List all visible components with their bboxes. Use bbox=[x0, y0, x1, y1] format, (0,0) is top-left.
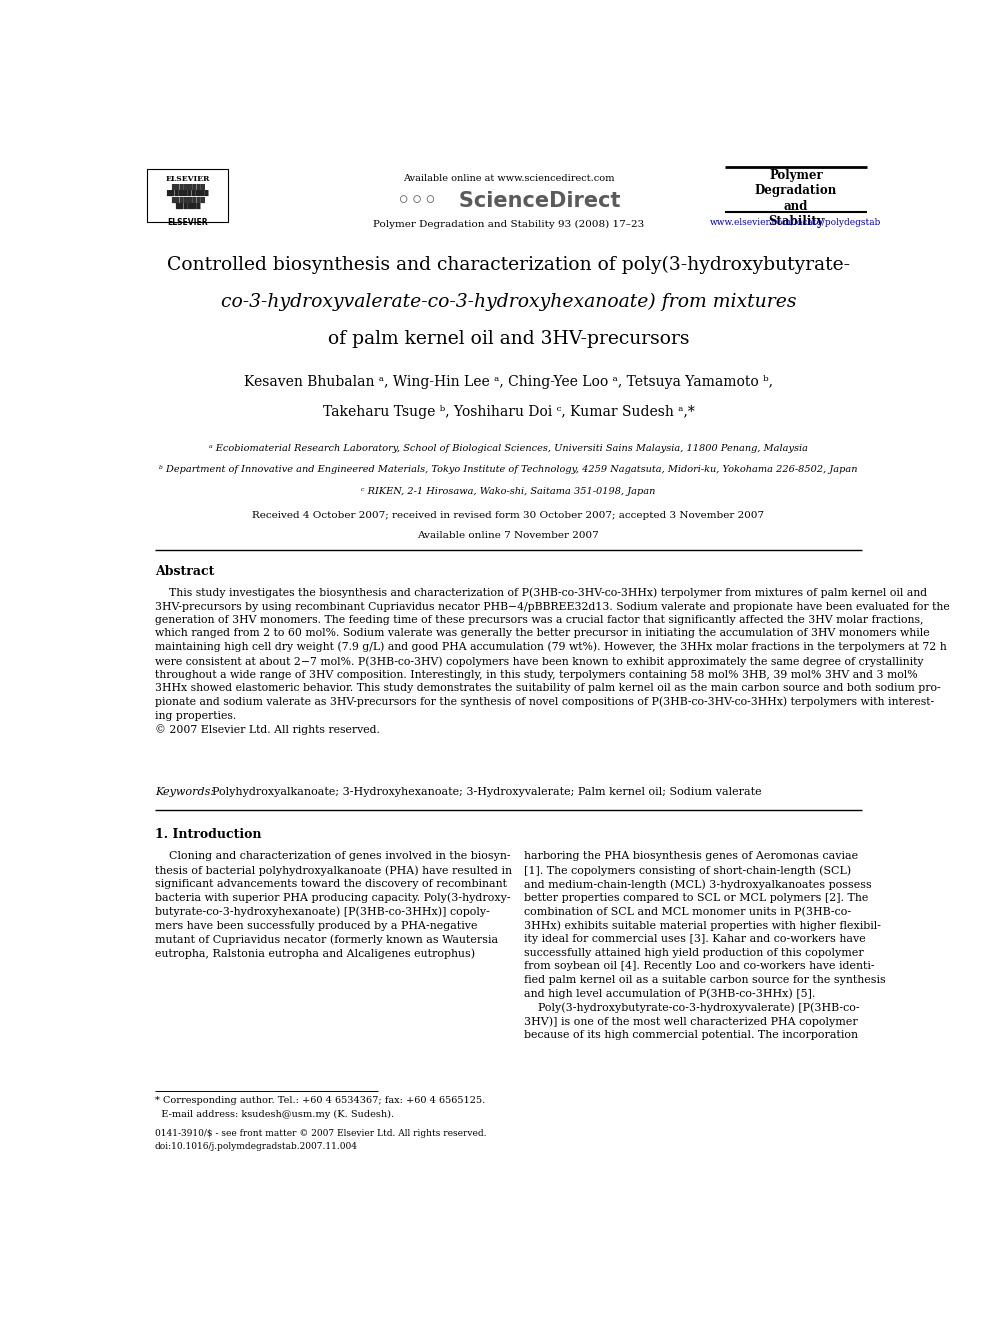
Text: Controlled biosynthesis and characterization of poly(3-hydroxybutyrate-: Controlled biosynthesis and characteriza… bbox=[167, 255, 850, 274]
Text: ◦◦◦   ScienceDirect: ◦◦◦ ScienceDirect bbox=[397, 192, 620, 212]
Text: Takeharu Tsuge ᵇ, Yoshiharu Doi ᶜ, Kumar Sudesh ᵃ,*: Takeharu Tsuge ᵇ, Yoshiharu Doi ᶜ, Kumar… bbox=[322, 405, 694, 419]
Text: Available online at www.sciencedirect.com: Available online at www.sciencedirect.co… bbox=[403, 175, 614, 183]
Text: of palm kernel oil and 3HV-precursors: of palm kernel oil and 3HV-precursors bbox=[327, 329, 689, 348]
Text: ████████: ████████ bbox=[171, 184, 204, 191]
Text: harboring the PHA biosynthesis genes of Aeromonas caviae
[1]. The copolymers con: harboring the PHA biosynthesis genes of … bbox=[524, 852, 886, 1040]
Text: Keywords:: Keywords: bbox=[155, 787, 217, 798]
Text: Cloning and characterization of genes involved in the biosyn-
thesis of bacteria: Cloning and characterization of genes in… bbox=[155, 852, 512, 959]
Text: doi:10.1016/j.polymdegradstab.2007.11.004: doi:10.1016/j.polymdegradstab.2007.11.00… bbox=[155, 1142, 358, 1151]
Text: * Corresponding author. Tel.: +60 4 6534367; fax: +60 4 6565125.: * Corresponding author. Tel.: +60 4 6534… bbox=[155, 1095, 485, 1105]
Text: E-mail address: ksudesh@usm.my (K. Sudesh).: E-mail address: ksudesh@usm.my (K. Sudes… bbox=[155, 1110, 394, 1119]
Text: ████████: ████████ bbox=[171, 196, 204, 202]
Text: ᵃ Ecobiomaterial Research Laboratory, School of Biological Sciences, Universiti : ᵃ Ecobiomaterial Research Laboratory, Sc… bbox=[209, 445, 807, 452]
Text: Received 4 October 2007; received in revised form 30 October 2007; accepted 3 No: Received 4 October 2007; received in rev… bbox=[252, 511, 765, 520]
Text: ELSEVIER: ELSEVIER bbox=[166, 175, 210, 183]
Text: Available online 7 November 2007: Available online 7 November 2007 bbox=[418, 531, 599, 540]
Text: Kesaven Bhubalan ᵃ, Wing-Hin Lee ᵃ, Ching-Yee Loo ᵃ, Tetsuya Yamamoto ᵇ,: Kesaven Bhubalan ᵃ, Wing-Hin Lee ᵃ, Chin… bbox=[244, 374, 773, 389]
Text: ██████: ██████ bbox=[175, 202, 200, 209]
Text: ᶜ RIKEN, 2-1 Hirosawa, Wako-shi, Saitama 351-0198, Japan: ᶜ RIKEN, 2-1 Hirosawa, Wako-shi, Saitama… bbox=[361, 487, 656, 496]
Text: ELSEVIER: ELSEVIER bbox=[168, 218, 208, 226]
Text: Polyhydroxyalkanoate; 3-Hydroxyhexanoate; 3-Hydroxyvalerate; Palm kernel oil; So: Polyhydroxyalkanoate; 3-Hydroxyhexanoate… bbox=[211, 787, 761, 798]
Text: Abstract: Abstract bbox=[155, 565, 214, 578]
Text: Polymer Degradation and Stability 93 (2008) 17–23: Polymer Degradation and Stability 93 (20… bbox=[373, 220, 644, 229]
FancyBboxPatch shape bbox=[725, 165, 867, 214]
Text: co-3-hydroxyvalerate-co-3-hydroxyhexanoate) from mixtures: co-3-hydroxyvalerate-co-3-hydroxyhexanoa… bbox=[220, 294, 797, 311]
Text: 0141-3910/$ - see front matter © 2007 Elsevier Ltd. All rights reserved.: 0141-3910/$ - see front matter © 2007 El… bbox=[155, 1129, 486, 1138]
Text: This study investigates the biosynthesis and characterization of P(3HB-co-3HV-co: This study investigates the biosynthesis… bbox=[155, 587, 949, 736]
Text: 1. Introduction: 1. Introduction bbox=[155, 828, 261, 841]
Text: www.elsevier.com/locate/polydegstab: www.elsevier.com/locate/polydegstab bbox=[710, 218, 882, 226]
Text: Polymer
Degradation
and
Stability: Polymer Degradation and Stability bbox=[755, 169, 837, 229]
Text: ᵇ Department of Innovative and Engineered Materials, Tokyo Institute of Technolo: ᵇ Department of Innovative and Engineere… bbox=[159, 466, 858, 475]
FancyBboxPatch shape bbox=[147, 169, 228, 222]
Text: ██████████: ██████████ bbox=[167, 191, 209, 196]
